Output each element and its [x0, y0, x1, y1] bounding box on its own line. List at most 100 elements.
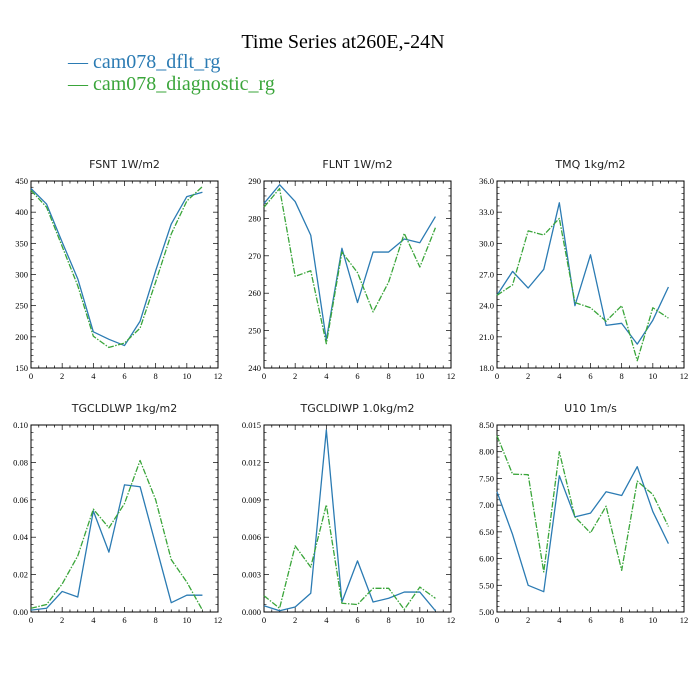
x-tick-label: 2: [526, 615, 530, 625]
y-tick-label: 270: [248, 251, 261, 261]
x-tick-label: 2: [60, 615, 64, 625]
x-tick-label: 6: [588, 371, 592, 381]
chart-panel-3: TGCLDLWP 1kg/m2 0 2 4 6 8 10 12 0.00 0.02 0.04 0.06…: [13, 402, 222, 625]
y-tick-label: 280: [248, 213, 261, 223]
y-tick-label: 8.50: [479, 420, 494, 430]
chart-panel-0: FSNT 1W/m2 0 2 4 6 8 10 12 150 200 250 300 350 400 450: [15, 158, 222, 381]
x-tick-label: 10: [183, 371, 192, 381]
y-tick-label: 200: [15, 332, 28, 342]
panel-title: FLNT 1W/m2: [322, 158, 392, 171]
y-tick-label: 0.000: [242, 607, 261, 617]
x-tick-label: 2: [60, 371, 64, 381]
series-line-diagnostic: [30, 459, 203, 611]
legend-entry-diagnostic: — cam078_diagnostic_rg: [67, 73, 275, 95]
y-tick-label: 24.0: [479, 301, 494, 311]
y-tick-label: 21.0: [479, 332, 494, 342]
x-tick-label: 0: [262, 615, 266, 625]
y-tick-label: 7.50: [479, 473, 494, 483]
panel-title: TGCLDIWP 1.0kg/m2: [299, 402, 414, 415]
y-tick-label: 0.04: [13, 532, 29, 542]
chart-panel-4: TGCLDIWP 1.0kg/m2 0 2 4 6 8 10 12 0.000 0.003 0.00…: [242, 402, 455, 625]
plot-frame: [263, 180, 452, 369]
panel-title: TGCLDLWP 1kg/m2: [71, 402, 177, 415]
series-line-diagnostic: [30, 186, 203, 349]
series-line-diagnostic: [496, 435, 670, 573]
x-tick-label: 12: [447, 371, 456, 381]
x-tick-label: 6: [122, 371, 126, 381]
x-tick-label: 0: [262, 371, 266, 381]
x-tick-label: 8: [620, 615, 624, 625]
chart-panel-1: FLNT 1W/m2 0 2 4 6 8 10 12 240 250 260 270 280 290: [248, 158, 455, 381]
y-tick-label: 0.003: [242, 570, 261, 580]
chart-panel-5: U10 1m/s 0 2 4 6 8 10 12 5.00 5.50 6.00 6.50 7.00 7.5…: [479, 402, 688, 625]
x-tick-label: 4: [91, 371, 96, 381]
y-tick-label: 290: [248, 176, 261, 186]
series-line-dflt: [263, 429, 436, 612]
x-tick-label: 10: [649, 615, 658, 625]
chart-panel-2: TMQ 1kg/m2 0 2 4 6 8 10 12 18.0 21.0 24.0 27.0 30.0 3…: [479, 158, 688, 381]
panel-title: FSNT 1W/m2: [89, 158, 160, 171]
x-tick-label: 0: [495, 615, 499, 625]
x-tick-label: 4: [557, 371, 562, 381]
y-tick-label: 30.0: [479, 238, 494, 248]
y-tick-label: 33.0: [479, 207, 494, 217]
x-tick-label: 10: [183, 615, 192, 625]
x-tick-label: 2: [293, 371, 297, 381]
series-line-dflt: [263, 184, 436, 341]
plot-frame: [30, 180, 219, 369]
y-tick-label: 260: [248, 288, 261, 298]
y-tick-label: 7.00: [479, 500, 494, 510]
y-tick-label: 0.009: [242, 495, 261, 505]
x-tick-label: 10: [416, 615, 425, 625]
series-line-dflt: [496, 202, 670, 345]
x-tick-label: 12: [214, 371, 223, 381]
x-tick-label: 8: [387, 615, 391, 625]
y-tick-label: 5.50: [479, 580, 494, 590]
y-tick-label: 350: [15, 238, 28, 248]
x-tick-label: 4: [557, 615, 562, 625]
y-tick-label: 0.02: [13, 570, 28, 580]
y-tick-label: 6.00: [479, 554, 494, 564]
panels: FSNT 1W/m20 2 4 6 8 10 12150200250300350400450…: [13, 158, 688, 625]
x-tick-label: 2: [526, 371, 530, 381]
x-tick-label: 6: [122, 615, 126, 625]
y-tick-label: 18.0: [479, 363, 494, 373]
x-tick-label: 8: [154, 371, 158, 381]
panel-title: U10 1m/s: [564, 402, 617, 415]
y-tick-label: 450: [15, 176, 28, 186]
y-tick-label: 0.00: [13, 607, 28, 617]
y-tick-label: 0.10: [13, 420, 28, 430]
x-tick-label: 12: [680, 615, 689, 625]
series-line-diagnostic: [496, 217, 669, 362]
plot-frame: [496, 180, 685, 369]
x-tick-label: 12: [214, 615, 223, 625]
x-tick-label: 8: [620, 371, 624, 381]
plot-frame: [30, 424, 219, 613]
x-tick-label: 12: [680, 371, 689, 381]
y-tick-label: 0.06: [13, 495, 28, 505]
y-tick-label: 300: [15, 270, 28, 280]
x-tick-label: 4: [91, 615, 96, 625]
legend-entry-dflt: — cam078_dflt_rg: [67, 51, 220, 73]
x-tick-label: 2: [293, 615, 297, 625]
panel-title: TMQ 1kg/m2: [554, 158, 625, 171]
x-tick-label: 6: [355, 371, 359, 381]
x-tick-label: 4: [324, 371, 329, 381]
y-tick-label: 0.012: [242, 457, 261, 467]
series-line-dflt: [496, 466, 670, 593]
x-tick-label: 0: [29, 371, 33, 381]
y-tick-label: 240: [248, 363, 261, 373]
x-tick-label: 8: [387, 371, 391, 381]
y-tick-label: 150: [15, 363, 28, 373]
x-tick-label: 6: [355, 615, 359, 625]
y-tick-label: 400: [15, 207, 28, 217]
x-tick-label: 0: [29, 615, 33, 625]
y-tick-label: 27.0: [479, 270, 494, 280]
y-tick-label: 5.00: [479, 607, 494, 617]
y-tick-label: 6.50: [479, 527, 494, 537]
y-tick-label: 0.015: [242, 420, 261, 430]
x-tick-label: 0: [495, 371, 499, 381]
x-tick-label: 8: [154, 615, 158, 625]
y-tick-label: 250: [15, 301, 28, 311]
y-tick-label: 250: [248, 326, 261, 336]
